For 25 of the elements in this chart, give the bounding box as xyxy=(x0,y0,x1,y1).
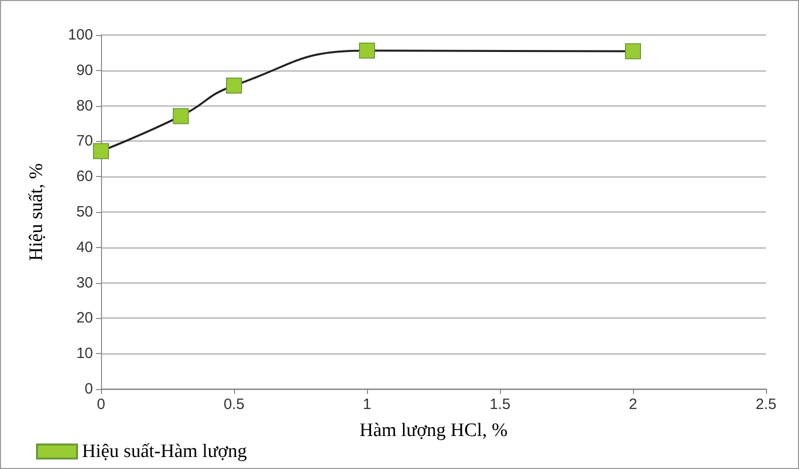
x-tick-label: 1 xyxy=(362,396,372,413)
y-tick-label: 20 xyxy=(76,310,93,327)
point xyxy=(172,108,189,124)
point xyxy=(226,78,242,94)
y-tick-label: 70 xyxy=(76,132,93,150)
x-tick-label: 2 xyxy=(628,396,638,413)
y-tick-label: 50 xyxy=(76,204,93,220)
x-tick-label: 1.5 xyxy=(490,396,510,413)
x-tick-label: 0 xyxy=(96,396,106,413)
y-tick-label: 0 xyxy=(84,380,93,398)
y-tick-label: 100 xyxy=(68,26,93,44)
x-axis-title: Hàm lượng HCl, % xyxy=(359,420,508,441)
y-tick-label: 40 xyxy=(76,238,93,256)
y-tick-label: 30 xyxy=(76,274,93,292)
point xyxy=(93,143,109,160)
y-tick-label: 90 xyxy=(76,62,93,79)
point xyxy=(625,43,641,60)
y-axis-title: Hiệu suất, % xyxy=(26,163,47,261)
x-tick-label: 0.5 xyxy=(224,396,244,413)
x-tick-label: 2.5 xyxy=(756,396,776,413)
y-tick-label: 80 xyxy=(76,97,93,114)
y-tick-label: 10 xyxy=(76,345,93,362)
y-tick-label: 60 xyxy=(76,168,93,186)
legend-label: Hiệu suất-Hàm lượng xyxy=(82,441,248,462)
point xyxy=(359,42,375,59)
